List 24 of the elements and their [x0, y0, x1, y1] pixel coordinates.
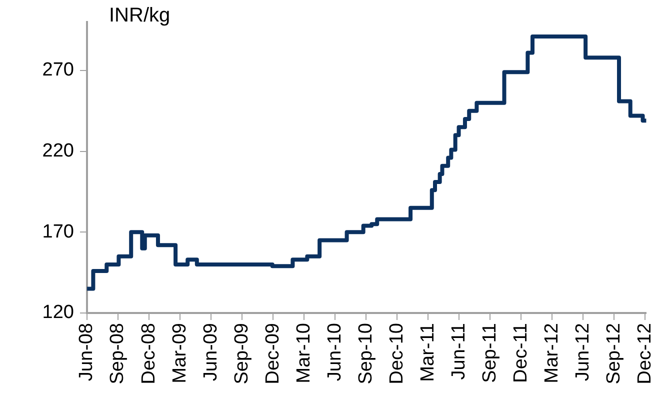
x-tick-label: Dec-10	[386, 323, 408, 384]
x-tick-label: Dec-08	[138, 323, 160, 384]
x-tick-label: Mar-12	[541, 323, 562, 384]
x-tick-label: Sep-08	[107, 323, 128, 384]
x-tick-label: Jun-12	[572, 323, 594, 382]
x-tick-label: Mar-10	[293, 323, 314, 384]
y-tick-label: 270	[42, 60, 74, 81]
x-tick-label: Jun-08	[76, 323, 98, 382]
x-tick-label: Jun-11	[448, 323, 470, 380]
x-tick-label: Dec-09	[262, 323, 284, 384]
x-tick-label: Sep-09	[231, 323, 252, 384]
y-tick-label: 220	[42, 140, 74, 162]
x-tick-label: Mar-11	[417, 323, 438, 382]
x-tick-label: Mar-09	[169, 323, 190, 384]
x-tick-label: Sep-12	[603, 323, 624, 384]
y-tick-label: 170	[42, 221, 74, 242]
x-tick-label: Jun-09	[200, 323, 222, 382]
x-tick-label: Dec-11	[510, 323, 532, 383]
x-tick-label: Dec-12	[634, 323, 656, 384]
x-tick-label: Sep-11	[479, 323, 500, 383]
x-tick-label: Sep-10	[355, 323, 376, 384]
y-axis-title: INR/kg	[109, 4, 170, 27]
y-tick-label: 120	[42, 302, 74, 324]
x-tick-label: Jun-10	[324, 323, 346, 382]
